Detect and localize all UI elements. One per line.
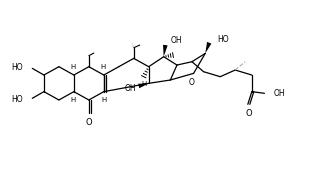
- Text: H: H: [70, 64, 75, 70]
- Text: H: H: [101, 64, 106, 70]
- Text: HO: HO: [217, 35, 228, 44]
- Text: O: O: [246, 109, 253, 118]
- Text: O: O: [86, 118, 92, 127]
- Polygon shape: [205, 42, 211, 53]
- Text: H: H: [141, 81, 146, 87]
- Text: HO: HO: [11, 63, 23, 72]
- Text: HO: HO: [11, 95, 23, 104]
- Text: O: O: [189, 78, 195, 87]
- Text: H: H: [102, 97, 107, 103]
- Text: OH: OH: [125, 84, 136, 93]
- Polygon shape: [163, 45, 168, 57]
- Text: H: H: [70, 97, 76, 103]
- Polygon shape: [138, 83, 149, 88]
- Text: OH: OH: [171, 36, 183, 45]
- Text: OH: OH: [274, 89, 285, 98]
